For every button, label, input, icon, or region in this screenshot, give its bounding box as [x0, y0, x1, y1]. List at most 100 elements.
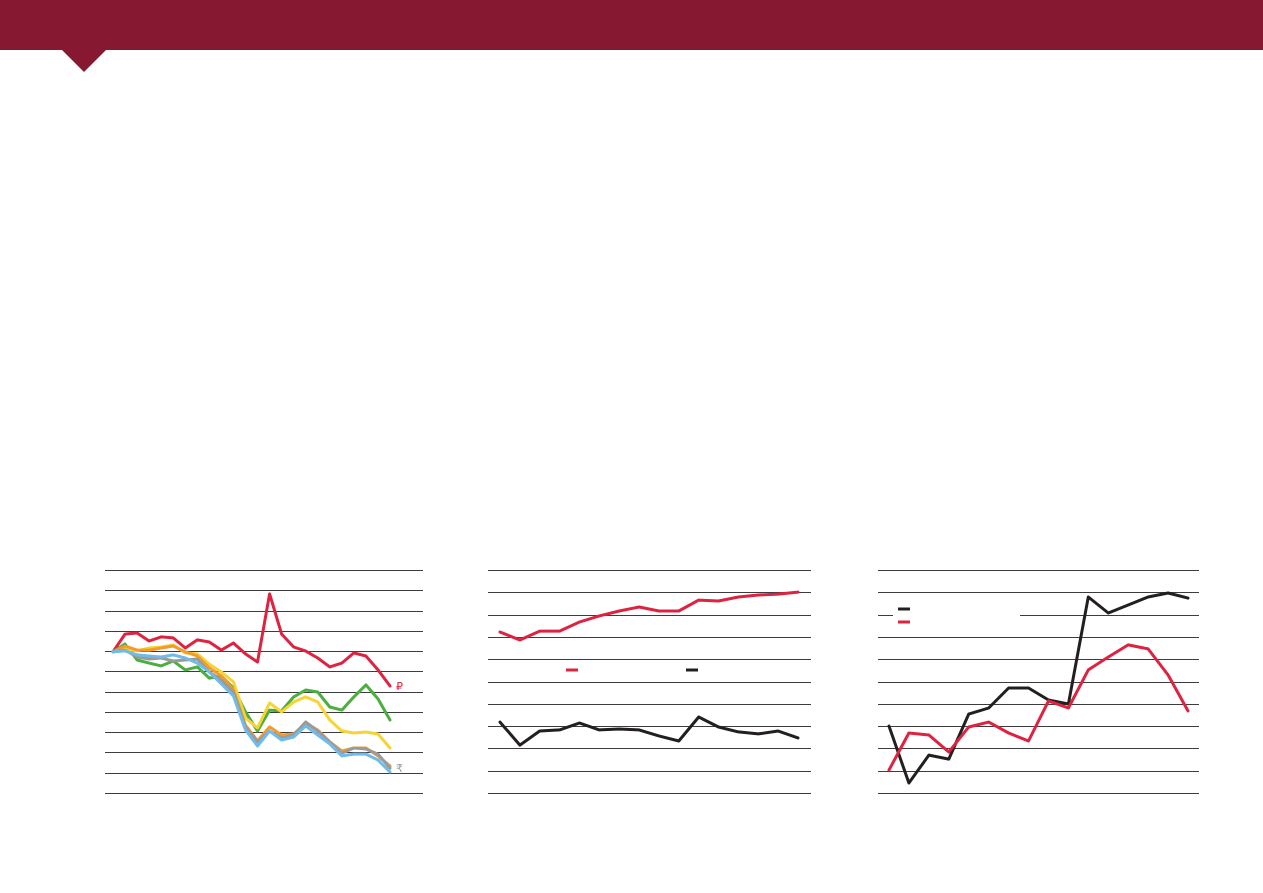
- data-point: [147, 661, 151, 665]
- data-point: [1146, 647, 1150, 651]
- data-point: [618, 609, 621, 613]
- data-point: [388, 770, 392, 774]
- data-point: [352, 746, 356, 750]
- data-point: [1007, 686, 1010, 690]
- data-point: [316, 729, 319, 733]
- data-point: [316, 690, 319, 694]
- data-point: [388, 766, 392, 770]
- data-point: [244, 652, 247, 656]
- data-point: [578, 721, 581, 725]
- series: ₽₹: [111, 592, 403, 775]
- header-notch-triangle: [61, 49, 107, 72]
- data-point: [677, 609, 680, 613]
- data-point: [578, 620, 581, 624]
- data-point: [352, 695, 356, 699]
- data-point: [172, 636, 175, 640]
- series: [498, 590, 800, 747]
- data-point: [1127, 603, 1130, 607]
- chart-3: [878, 570, 1199, 794]
- series-2: [498, 715, 800, 747]
- chart-2: [488, 570, 811, 794]
- data-point: [340, 708, 343, 712]
- data-point: [135, 648, 139, 652]
- series-6: [111, 649, 392, 774]
- data-point: [1107, 611, 1110, 615]
- data-point: [1166, 591, 1170, 595]
- data-point: [1107, 655, 1110, 659]
- data-point: [598, 728, 601, 732]
- data-point: [220, 682, 223, 686]
- data-point: [538, 629, 541, 633]
- series-end-label: ₽: [396, 680, 403, 693]
- legend: [898, 607, 910, 624]
- data-point: [657, 734, 661, 738]
- data-point: [244, 728, 247, 732]
- data-point: [232, 680, 235, 684]
- data-point: [316, 733, 319, 737]
- data-point: [657, 609, 661, 613]
- data-point: [637, 605, 641, 609]
- data-point: [340, 729, 343, 733]
- data-point: [220, 670, 223, 674]
- data-point: [196, 654, 199, 658]
- data-point: [208, 666, 211, 670]
- data-point: [208, 640, 211, 644]
- data-point: [498, 630, 502, 634]
- data-point: [172, 659, 175, 663]
- data-point: [292, 735, 295, 739]
- data-point: [304, 695, 307, 699]
- data-point: [123, 632, 127, 636]
- data-point: [184, 656, 187, 660]
- data-point: [1027, 739, 1030, 743]
- data-point: [364, 683, 368, 687]
- data-point: [558, 629, 561, 633]
- data-point: [256, 729, 259, 733]
- data-point: [796, 590, 800, 594]
- data-point: [160, 635, 163, 639]
- data-point: [737, 730, 740, 734]
- header-notch: [61, 49, 107, 72]
- data-point: [111, 650, 115, 654]
- series-line: [111, 648, 392, 770]
- data-point: [123, 644, 127, 648]
- header-bar: [0, 0, 1263, 50]
- data-point: [256, 660, 259, 664]
- data-point: [304, 724, 307, 728]
- series-line: [111, 649, 392, 774]
- data-point: [757, 593, 760, 597]
- series-line: [498, 715, 800, 747]
- data-point: [123, 649, 127, 653]
- series-line: [111, 592, 392, 688]
- data-point: [1087, 668, 1090, 672]
- data-point: [280, 733, 283, 737]
- data-point: [340, 661, 343, 665]
- data-point: [1027, 686, 1030, 690]
- data-point: [1146, 595, 1150, 599]
- data-point: [987, 720, 990, 724]
- data-point: [907, 731, 911, 735]
- data-point: [220, 674, 223, 678]
- data-point: [388, 746, 392, 750]
- data-point: [907, 781, 911, 785]
- data-point: [376, 732, 380, 736]
- data-point: [268, 725, 271, 729]
- data-point: [184, 646, 187, 650]
- chart-1: ₽₹: [105, 570, 423, 794]
- gridlines: [878, 570, 1199, 794]
- data-point: [717, 725, 720, 729]
- data-point: [538, 729, 541, 733]
- data-point: [147, 657, 151, 661]
- data-point: [558, 728, 561, 732]
- data-point: [376, 752, 380, 756]
- data-point: [697, 598, 700, 602]
- data-point: [618, 727, 621, 731]
- data-point: [220, 648, 223, 652]
- data-point: [757, 732, 760, 736]
- data-point: [352, 651, 356, 655]
- data-point: [887, 724, 891, 728]
- data-point: [677, 739, 680, 743]
- data-point: [172, 644, 175, 648]
- data-point: [518, 638, 522, 642]
- data-point: [160, 655, 163, 659]
- data-point: [316, 656, 319, 660]
